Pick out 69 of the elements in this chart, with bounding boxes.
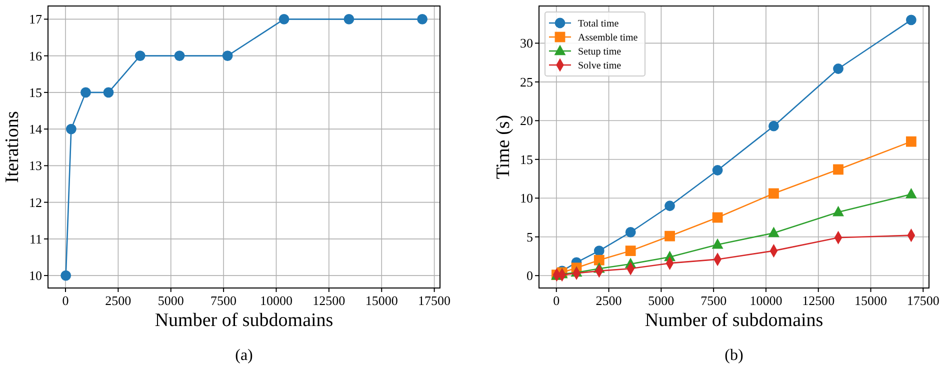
point [417, 14, 428, 24]
point [833, 164, 844, 175]
x-tick-label: 0 [553, 293, 560, 308]
point [712, 165, 723, 176]
point [768, 226, 780, 238]
x-tick-label: 15000 [854, 293, 887, 308]
y-tick-label: 5 [526, 229, 533, 244]
y-tick-label: 25 [520, 74, 533, 90]
y-tick-label: 17 [29, 12, 42, 27]
x-axis-title: Number of subdomains [644, 310, 824, 331]
x-tick-label: 7500 [210, 293, 237, 308]
point [906, 14, 916, 26]
point [625, 246, 636, 256]
point [905, 188, 917, 198]
point [594, 254, 604, 266]
x-tick-label: 17500 [418, 293, 451, 308]
y-tick-label: 11 [29, 231, 42, 246]
x-tick-label: 12500 [802, 293, 835, 308]
legend-label: Assemble time [578, 32, 638, 44]
x-tick-label: 10000 [260, 293, 292, 308]
y-tick-label: 0 [526, 268, 533, 284]
point [664, 230, 675, 242]
point [594, 246, 604, 256]
y-tick-label: 10 [520, 190, 533, 206]
point [66, 124, 76, 134]
x-tick-label: 17500 [906, 293, 940, 308]
x-tick-label: 10000 [750, 293, 782, 308]
y-tick-label: 12 [29, 194, 42, 210]
point [712, 212, 723, 223]
x-tick-label: 5000 [158, 293, 184, 308]
y-tick-label: 13 [29, 158, 42, 174]
point [833, 64, 844, 74]
point [625, 227, 636, 238]
x-tick-label: 12500 [312, 293, 346, 308]
y-tick-label: 15 [29, 84, 42, 100]
y-tick-label: 30 [520, 36, 533, 51]
x-tick-label: 5000 [648, 293, 674, 308]
text: (b) [724, 347, 744, 364]
point [832, 206, 844, 216]
text: (a) [235, 347, 253, 364]
x-tick-label: 0 [62, 293, 69, 308]
point [60, 270, 72, 281]
point [664, 200, 675, 212]
x-tick-label: 2500 [105, 293, 132, 308]
y-tick-label: 14 [29, 122, 42, 137]
point [768, 188, 779, 199]
legend-label: Solve time [578, 60, 622, 72]
point [344, 14, 354, 24]
y-tick-label: 16 [29, 48, 42, 64]
point [80, 87, 91, 98]
x-tick-label: 15000 [365, 293, 398, 308]
y-axis-title: Iterations [2, 111, 23, 183]
x-tick-label: 2500 [596, 293, 622, 308]
x-tick-label: 7500 [700, 293, 727, 308]
point [134, 50, 146, 62]
legend-label: Setup time [578, 46, 622, 58]
point [103, 87, 114, 98]
legend-label: Total time [578, 18, 620, 30]
y-tick-label: 20 [520, 113, 533, 128]
point [906, 136, 916, 147]
y-axis-title: Time (s) [493, 114, 514, 180]
point [768, 120, 779, 132]
point [222, 50, 233, 62]
y-tick-label: 10 [29, 268, 42, 284]
point [174, 50, 185, 62]
point [712, 238, 724, 249]
y-tick-label: 15 [520, 152, 533, 167]
x-axis-title: Number of subdomains [154, 310, 334, 331]
point [278, 14, 290, 24]
